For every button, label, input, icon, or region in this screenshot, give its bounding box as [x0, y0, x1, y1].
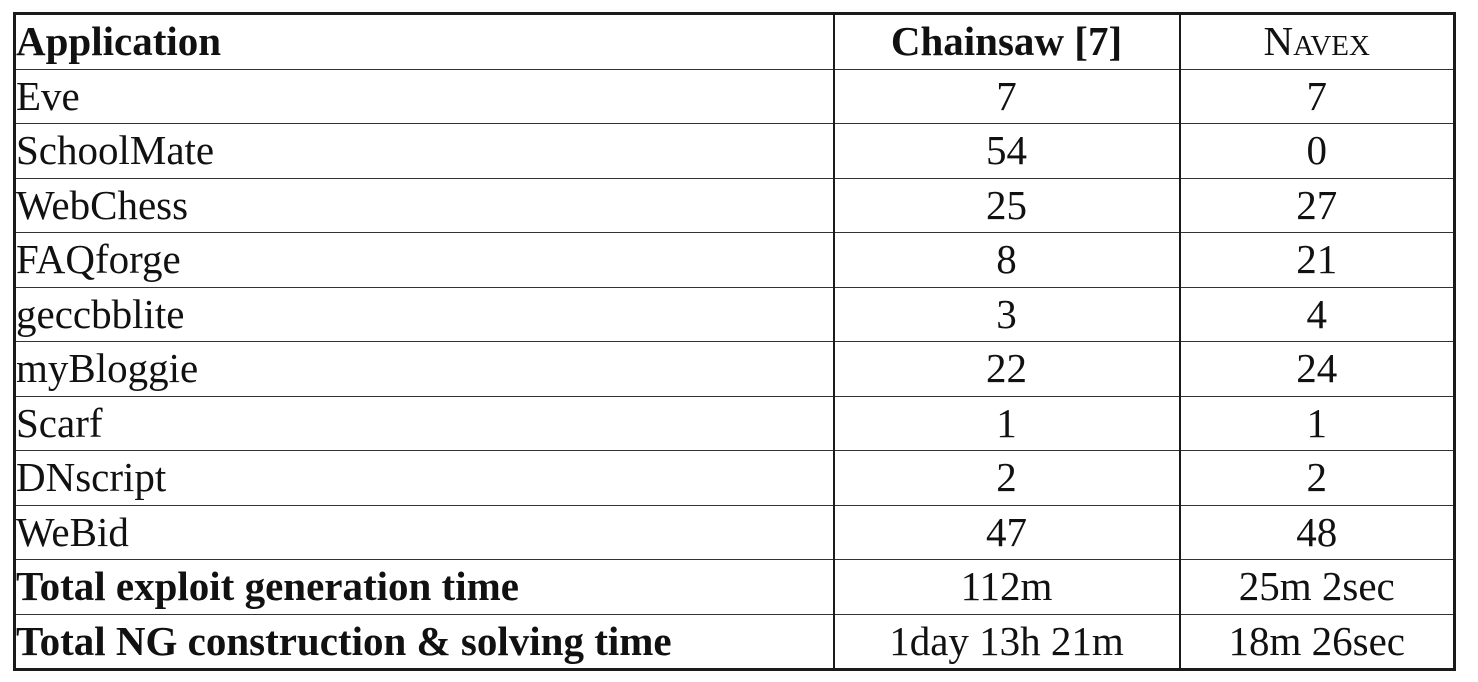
cell-application: myBloggie	[13, 341, 835, 397]
table-header: Application Chainsaw [7] Navex	[13, 13, 1456, 70]
cell-navex: 7	[1178, 68, 1456, 124]
cell-application: FAQforge	[13, 232, 835, 288]
cell-navex: 1	[1178, 395, 1456, 451]
total-chainsaw: 112m	[832, 559, 1181, 615]
total-row: Total NG construction & solving time 1da…	[13, 613, 1456, 670]
cell-chainsaw: 1	[832, 395, 1181, 451]
total-row: Total exploit generation time 112m 25m 2…	[13, 559, 1456, 615]
cell-application: geccbblite	[13, 286, 835, 342]
cell-navex: 0	[1178, 123, 1456, 179]
cell-navex: 21	[1178, 232, 1456, 288]
cell-chainsaw: 25	[832, 177, 1181, 233]
cell-application: Scarf	[13, 395, 835, 451]
total-navex: 18m 26sec	[1178, 613, 1456, 670]
cell-application: Eve	[13, 68, 835, 124]
table-row: FAQforge 8 21	[13, 232, 1456, 288]
table-row: WebChess 25 27	[13, 177, 1456, 233]
cell-application: WebChess	[13, 177, 835, 233]
table-row: DNscript 2 2	[13, 450, 1456, 506]
total-label: Total NG construction & solving time	[13, 613, 835, 670]
cell-chainsaw: 54	[832, 123, 1181, 179]
cell-chainsaw: 22	[832, 341, 1181, 397]
cell-chainsaw: 8	[832, 232, 1181, 288]
total-navex: 25m 2sec	[1178, 559, 1456, 615]
cell-application: DNscript	[13, 450, 835, 506]
total-chainsaw: 1day 13h 21m	[832, 613, 1181, 670]
cell-navex: 27	[1178, 177, 1456, 233]
cell-navex: 4	[1178, 286, 1456, 342]
results-table: Application Chainsaw [7] Navex Eve 7 7 S…	[13, 12, 1456, 671]
header-row: Application Chainsaw [7] Navex	[13, 13, 1456, 70]
cell-chainsaw: 2	[832, 450, 1181, 506]
cell-chainsaw: 3	[832, 286, 1181, 342]
cell-navex: 2	[1178, 450, 1456, 506]
cell-chainsaw: 7	[832, 68, 1181, 124]
cell-navex: 24	[1178, 341, 1456, 397]
total-label: Total exploit generation time	[13, 559, 835, 615]
cell-application: SchoolMate	[13, 123, 835, 179]
header-navex: Navex	[1178, 13, 1456, 70]
header-application: Application	[13, 13, 835, 70]
cell-application: WeBid	[13, 504, 835, 560]
table-row: Eve 7 7	[13, 68, 1456, 124]
table-body: Eve 7 7 SchoolMate 54 0 WebChess 25 27 F…	[13, 68, 1456, 670]
table-row: SchoolMate 54 0	[13, 123, 1456, 179]
cell-chainsaw: 47	[832, 504, 1181, 560]
cell-navex: 48	[1178, 504, 1456, 560]
table-row: Scarf 1 1	[13, 395, 1456, 451]
table-row: myBloggie 22 24	[13, 341, 1456, 397]
table-row: geccbblite 3 4	[13, 286, 1456, 342]
header-chainsaw: Chainsaw [7]	[832, 13, 1181, 70]
table-row: WeBid 47 48	[13, 504, 1456, 560]
